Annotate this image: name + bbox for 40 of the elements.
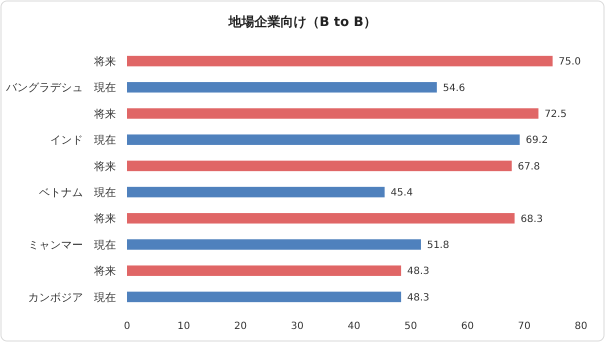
bar xyxy=(127,160,512,172)
bar xyxy=(127,265,402,276)
data-label: 75.0 xyxy=(558,56,581,68)
data-label: 48.3 xyxy=(407,292,430,304)
x-tick-label: 80 xyxy=(574,321,588,332)
x-tick-label: 40 xyxy=(348,321,360,332)
y-tick-label: バングラデシュ 現在 xyxy=(5,81,116,94)
y-tick-label: ミャンマー 現在 xyxy=(28,238,116,252)
bar xyxy=(127,82,437,93)
y-tick-label: 将来 xyxy=(93,54,116,68)
x-tick-label: 0 xyxy=(124,321,130,332)
chart-title: 地場企業向け（B to B） xyxy=(227,15,377,30)
y-tick-label: 将来 xyxy=(93,212,116,226)
y-tick-label: インド 現在 xyxy=(50,134,116,147)
data-label: 67.8 xyxy=(518,161,540,172)
bar xyxy=(127,56,553,66)
y-tick-label: ベトナム 現在 xyxy=(39,186,116,199)
data-label: 72.5 xyxy=(544,109,567,120)
y-tick-label: カンボジア 現在 xyxy=(28,290,116,304)
data-label: 48.3 xyxy=(407,266,430,278)
bar xyxy=(127,292,402,302)
data-label: 45.4 xyxy=(390,188,413,199)
y-tick-label: 将来 xyxy=(93,107,116,120)
bar xyxy=(127,239,421,250)
y-tick-label: 将来 xyxy=(93,264,116,278)
data-label: 68.3 xyxy=(520,214,543,225)
y-tick-label: 将来 xyxy=(93,160,116,173)
bar xyxy=(127,186,385,198)
bar xyxy=(127,134,520,145)
x-tick-label: 50 xyxy=(404,321,418,332)
data-label: 54.6 xyxy=(442,82,466,94)
bar xyxy=(127,213,515,224)
x-tick-label: 60 xyxy=(461,321,474,332)
x-tick-label: 20 xyxy=(234,321,247,332)
data-label: 69.2 xyxy=(526,135,548,146)
x-tick-label: 30 xyxy=(290,321,304,332)
x-tick-label: 10 xyxy=(177,321,190,332)
bar xyxy=(127,108,538,119)
data-label: 51.8 xyxy=(426,240,450,251)
x-tick-label: 70 xyxy=(518,321,531,332)
